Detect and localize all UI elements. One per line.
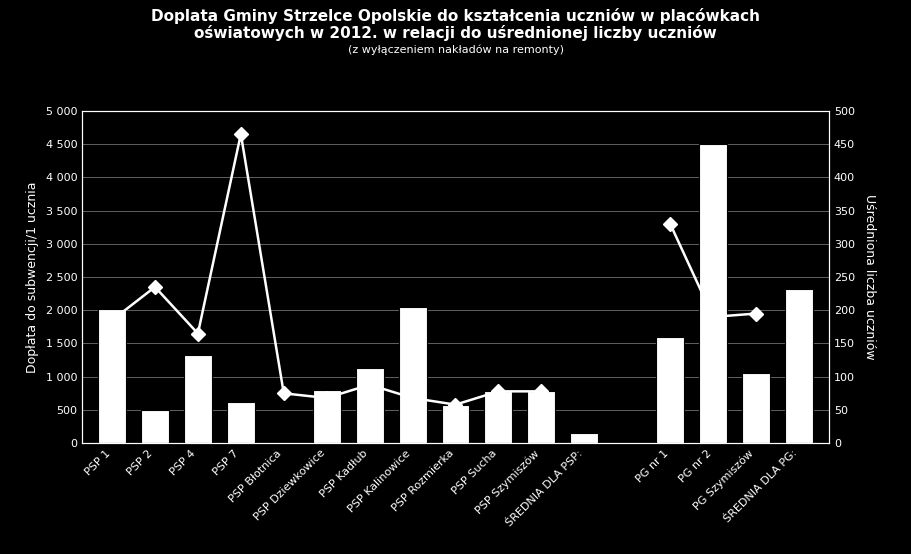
- Text: oświatowych w 2012. w relacji do uśrednionej liczby uczniów: oświatowych w 2012. w relacji do uśredni…: [194, 25, 717, 41]
- Bar: [355, 368, 384, 443]
- Bar: [485, 391, 512, 443]
- Bar: [184, 355, 212, 443]
- Bar: [527, 391, 556, 443]
- Bar: [399, 307, 426, 443]
- Bar: [742, 373, 770, 443]
- Text: Doplata Gminy Strzelce Opolskie do kształcenia uczniów w placówkach: Doplata Gminy Strzelce Opolskie do kszta…: [151, 8, 760, 24]
- Bar: [570, 433, 599, 443]
- Y-axis label: Uśredniona liczba uczniów: Uśredniona liczba uczniów: [863, 194, 875, 360]
- Bar: [656, 337, 684, 443]
- Bar: [227, 402, 255, 443]
- Bar: [141, 410, 169, 443]
- Y-axis label: Dopłata do subwencji/1 ucznia: Dopłata do subwencji/1 ucznia: [26, 181, 38, 373]
- Bar: [442, 404, 469, 443]
- Bar: [699, 144, 727, 443]
- Bar: [98, 309, 126, 443]
- Bar: [312, 390, 341, 443]
- Bar: [785, 289, 813, 443]
- Text: (z wyłączeniem nakładów na remonty): (z wyłączeniem nakładów na remonty): [347, 44, 564, 55]
